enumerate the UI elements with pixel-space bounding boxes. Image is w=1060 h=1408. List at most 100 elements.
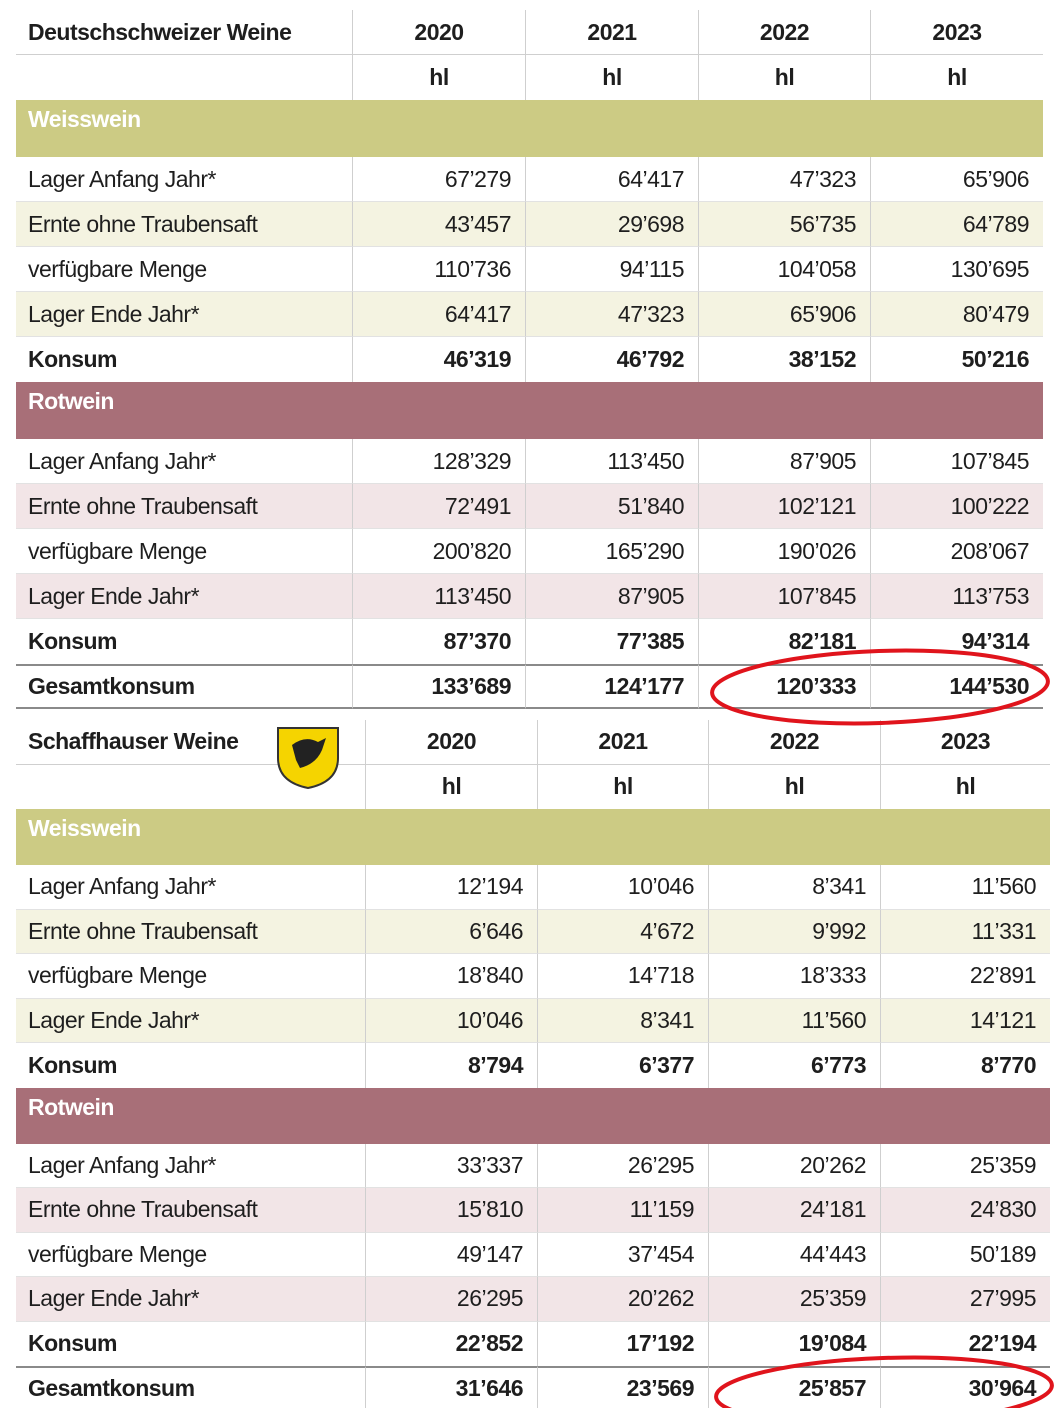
- cell-value: 47’323: [698, 157, 870, 202]
- cell-value: 130’695: [870, 247, 1043, 292]
- cell-value: 77’385: [525, 619, 698, 664]
- cell-value: 22’194: [880, 1321, 1050, 1366]
- cell-value: 94’115: [525, 247, 698, 292]
- row-label: Lager Ende Jahr*: [16, 292, 352, 337]
- unit-header: hl: [525, 55, 698, 100]
- cell-value: 80’479: [870, 292, 1043, 337]
- section-band: Rotwein: [16, 382, 1043, 439]
- cell-value: 38’152: [698, 337, 870, 382]
- row-label: Ernte ohne Traubensaft: [16, 1188, 365, 1233]
- row-label: Lager Ende Jahr*: [16, 574, 352, 619]
- total-value: 25’857: [708, 1366, 880, 1408]
- cell-value: 33’337: [365, 1143, 537, 1188]
- year-header: 2023: [870, 10, 1043, 55]
- row-label: Lager Anfang Jahr*: [16, 1143, 365, 1188]
- row-label: Lager Ende Jahr*: [16, 1277, 365, 1322]
- cell-value: 47’323: [525, 292, 698, 337]
- cell-value: 9’992: [708, 909, 880, 954]
- cell-value: 24’181: [708, 1188, 880, 1233]
- row-label: Konsum: [16, 619, 352, 664]
- table-title: Deutschschweizer Weine: [16, 10, 352, 55]
- row-label: Ernte ohne Traubensaft: [16, 484, 352, 529]
- cell-value: 19’084: [708, 1321, 880, 1366]
- cell-value: 37’454: [537, 1232, 708, 1277]
- cell-value: 8’770: [880, 1043, 1050, 1088]
- cell-value: 113’450: [525, 439, 698, 484]
- total-value: 133’689: [352, 664, 525, 709]
- cell-value: 87’370: [352, 619, 525, 664]
- cell-value: 113’753: [870, 574, 1043, 619]
- unit-header: hl: [708, 764, 880, 809]
- cell-value: 14’121: [880, 998, 1050, 1043]
- cell-value: 87’905: [525, 574, 698, 619]
- total-value: 23’569: [537, 1366, 708, 1408]
- cell-value: 11’159: [537, 1188, 708, 1233]
- cell-value: 110’736: [352, 247, 525, 292]
- row-label: verfügbare Menge: [16, 247, 352, 292]
- row-label: verfügbare Menge: [16, 529, 352, 574]
- total-value: 144’530: [870, 664, 1043, 709]
- row-label: verfügbare Menge: [16, 954, 365, 999]
- cell-value: 67’279: [352, 157, 525, 202]
- cell-value: 64’789: [870, 202, 1043, 247]
- cell-value: 18’333: [708, 954, 880, 999]
- cell-value: 208’067: [870, 529, 1043, 574]
- cell-value: 51’840: [525, 484, 698, 529]
- total-value: 120’333: [698, 664, 870, 709]
- year-header: 2021: [525, 10, 698, 55]
- cell-value: 26’295: [537, 1143, 708, 1188]
- year-header: 2020: [365, 720, 537, 765]
- cell-value: 12’194: [365, 865, 537, 910]
- cell-value: 104’058: [698, 247, 870, 292]
- cell-value: 25’359: [708, 1277, 880, 1322]
- cell-value: 44’443: [708, 1232, 880, 1277]
- cell-value: 50’216: [870, 337, 1043, 382]
- cell-value: 20’262: [708, 1143, 880, 1188]
- cell-value: 17’192: [537, 1321, 708, 1366]
- year-header: 2022: [708, 720, 880, 765]
- cell-value: 65’906: [698, 292, 870, 337]
- cell-value: 102’121: [698, 484, 870, 529]
- unit-header: hl: [870, 55, 1043, 100]
- row-label: Konsum: [16, 337, 352, 382]
- cell-value: 11’560: [880, 865, 1050, 910]
- cell-value: 15’810: [365, 1188, 537, 1233]
- blank: [16, 765, 365, 810]
- cell-value: 200’820: [352, 529, 525, 574]
- cell-value: 10’046: [365, 998, 537, 1043]
- cell-value: 43’457: [352, 202, 525, 247]
- cell-value: 49’147: [365, 1232, 537, 1277]
- unit-header: hl: [880, 764, 1050, 809]
- cell-value: 27’995: [880, 1277, 1050, 1322]
- row-label: Lager Anfang Jahr*: [16, 439, 352, 484]
- blank: [16, 55, 352, 100]
- unit-header: hl: [698, 55, 870, 100]
- total-label: Gesamtkonsum: [16, 664, 352, 709]
- cell-value: 25’359: [880, 1143, 1050, 1188]
- cell-value: 82’181: [698, 619, 870, 664]
- section-band: Weisswein: [16, 809, 1050, 865]
- cell-value: 20’262: [537, 1277, 708, 1322]
- cell-value: 6’646: [365, 909, 537, 954]
- row-label: Lager Ende Jahr*: [16, 998, 365, 1043]
- cell-value: 8’341: [537, 998, 708, 1043]
- cell-value: 8’794: [365, 1043, 537, 1088]
- section-band: Weisswein: [16, 100, 1043, 157]
- cell-value: 87’905: [698, 439, 870, 484]
- cell-value: 107’845: [870, 439, 1043, 484]
- cell-value: 100’222: [870, 484, 1043, 529]
- row-label: Lager Anfang Jahr*: [16, 157, 352, 202]
- cell-value: 64’417: [525, 157, 698, 202]
- cell-value: 4’672: [537, 909, 708, 954]
- row-label: verfügbare Menge: [16, 1232, 365, 1277]
- cell-value: 113’450: [352, 574, 525, 619]
- cell-value: 128’329: [352, 439, 525, 484]
- cell-value: 165’290: [525, 529, 698, 574]
- cell-value: 26’295: [365, 1277, 537, 1322]
- unit-header: hl: [352, 55, 525, 100]
- cell-value: 18’840: [365, 954, 537, 999]
- year-header: 2023: [880, 720, 1050, 765]
- unit-header: hl: [537, 764, 708, 809]
- year-header: 2022: [698, 10, 870, 55]
